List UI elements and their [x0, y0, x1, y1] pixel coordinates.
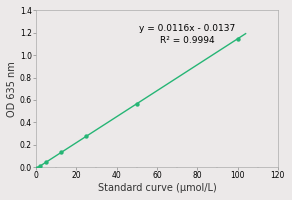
Point [35, 166, 39, 170]
Point [84, 135, 89, 138]
Point [235, 37, 240, 40]
Point [134, 102, 139, 105]
Point [38, 164, 42, 168]
Text: y = 0.0116x - 0.0137
R² = 0.9994: y = 0.0116x - 0.0137 R² = 0.9994 [139, 24, 235, 45]
Point [59, 151, 64, 154]
Point [44, 161, 48, 164]
Y-axis label: OD 635 nm: OD 635 nm [7, 61, 17, 117]
X-axis label: Standard curve (μmol/L): Standard curve (μmol/L) [98, 183, 216, 193]
